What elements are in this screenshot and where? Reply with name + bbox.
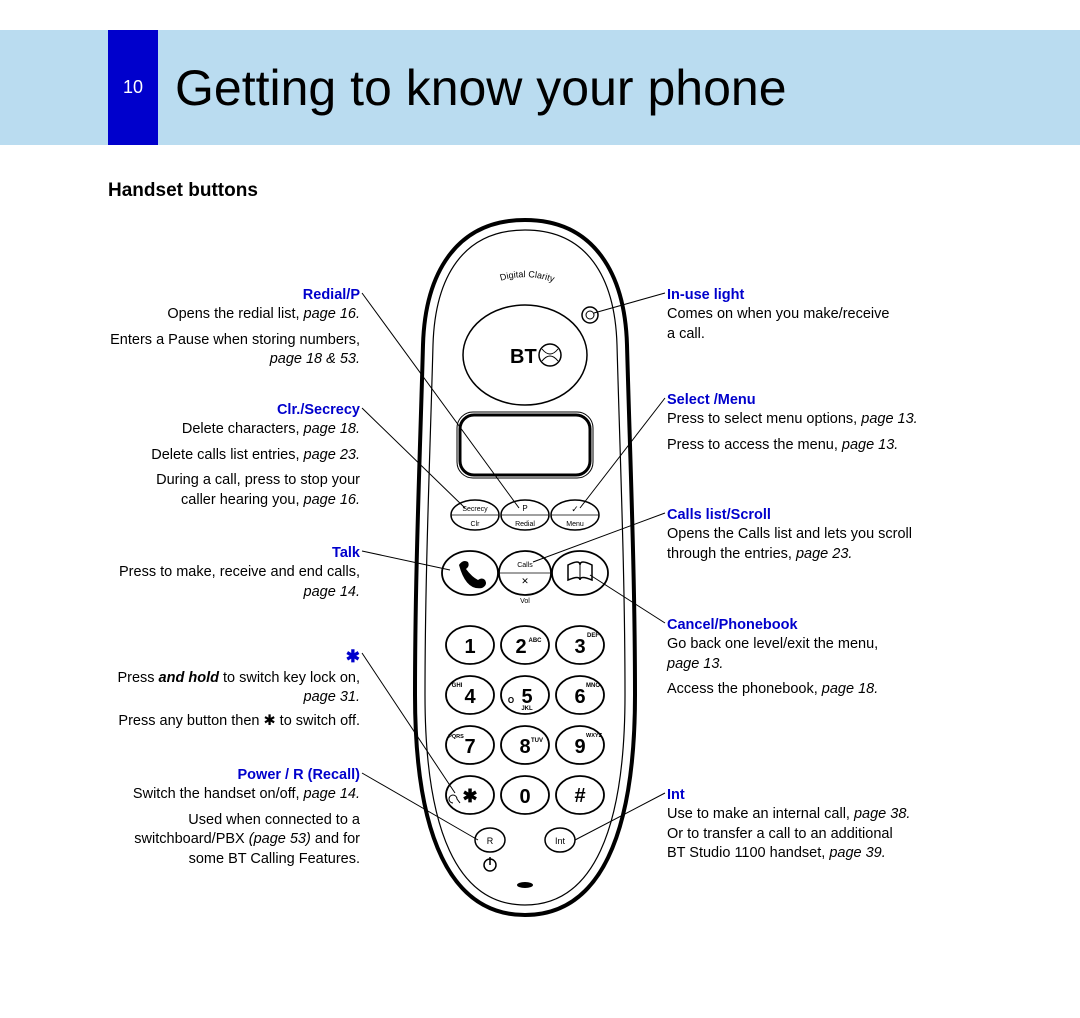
svg-text:7: 7 xyxy=(464,736,475,758)
svg-text:WXYZ: WXYZ xyxy=(586,733,603,739)
callout-title-star: ✱ xyxy=(100,645,360,669)
svg-text:4: 4 xyxy=(464,686,476,708)
svg-text:JKL: JKL xyxy=(521,706,533,712)
callout-text: Opens the redial list, page 16. xyxy=(100,305,360,325)
brand-label: BT xyxy=(510,346,537,368)
svg-text:O: O xyxy=(508,696,514,705)
svg-text:DEF: DEF xyxy=(587,633,599,639)
svg-text:5: 5 xyxy=(521,686,532,708)
callout-calls: Calls list/Scroll Opens the Calls list a… xyxy=(667,505,987,564)
callout-select: Select /Menu Press to select menu option… xyxy=(667,390,987,455)
phone-illustration: Digital Clarity BT Secrecy P xyxy=(395,215,655,915)
svg-text:Int: Int xyxy=(555,836,566,846)
callout-title-select: Select /Menu xyxy=(667,390,987,410)
svg-text:#: # xyxy=(574,785,585,807)
callout-inuse: In-use light Comes on when you make/rece… xyxy=(667,285,987,344)
svg-text:Redial: Redial xyxy=(515,521,535,528)
callout-title-power: Power / R (Recall) xyxy=(100,765,360,785)
svg-text:✱: ✱ xyxy=(462,786,477,806)
mic-icon xyxy=(517,882,533,888)
callout-title-talk: Talk xyxy=(100,543,360,563)
svg-text:ABC: ABC xyxy=(529,638,543,644)
svg-text:PQRS: PQRS xyxy=(448,734,464,740)
svg-text:Clr: Clr xyxy=(471,521,481,528)
svg-text:9: 9 xyxy=(574,736,585,758)
svg-text:MNO: MNO xyxy=(586,683,600,689)
diagram-area: Redial/P Opens the redial list, page 16.… xyxy=(100,215,990,965)
callout-star: ✱ Press and hold to switch key lock on, … xyxy=(100,645,360,731)
callout-title-cancel: Cancel/Phonebook xyxy=(667,615,987,635)
callout-redial: Redial/P Opens the redial list, page 16.… xyxy=(100,285,360,370)
page-number-block: 10 xyxy=(108,30,158,145)
svg-text:3: 3 xyxy=(574,636,585,658)
svg-text:R: R xyxy=(487,836,494,846)
svg-text:✓: ✓ xyxy=(571,504,579,514)
svg-text:0: 0 xyxy=(519,786,530,808)
svg-text:1: 1 xyxy=(464,636,475,658)
callout-cancel: Cancel/Phonebook Go back one level/exit … xyxy=(667,615,987,700)
callout-title-int: Int xyxy=(667,785,987,805)
callout-title-redial: Redial/P xyxy=(100,285,360,305)
callout-power: Power / R (Recall) Switch the handset on… xyxy=(100,765,360,870)
svg-text:Calls: Calls xyxy=(517,562,533,569)
callout-title-inuse: In-use light xyxy=(667,285,987,305)
svg-text:Secrecy: Secrecy xyxy=(462,506,488,513)
display-screen xyxy=(460,415,590,475)
svg-text:6: 6 xyxy=(574,686,585,708)
page-title: Getting to know your phone xyxy=(175,59,787,117)
callout-talk: Talk Press to make, receive and end call… xyxy=(100,543,360,602)
svg-text:8: 8 xyxy=(519,736,530,758)
svg-text:TUV: TUV xyxy=(531,738,543,744)
svg-text:Menu: Menu xyxy=(566,521,584,528)
callout-int: Int Use to make an internal call, page 3… xyxy=(667,785,987,864)
header-band: 10 Getting to know your phone xyxy=(0,30,1080,145)
callout-clr: Clr./Secrecy Delete characters, page 18.… xyxy=(100,400,360,511)
svg-text:GHI: GHI xyxy=(452,683,463,689)
callout-title-clr: Clr./Secrecy xyxy=(100,400,360,420)
control-row: Secrecy P ✓ Clr Redial Menu xyxy=(451,500,599,530)
svg-text:P: P xyxy=(522,504,527,513)
section-title: Handset buttons xyxy=(108,180,258,202)
callout-title-calls: Calls list/Scroll xyxy=(667,505,987,525)
svg-text:Vol: Vol xyxy=(520,598,530,605)
svg-text:✕: ✕ xyxy=(521,576,529,586)
page-number: 10 xyxy=(123,77,143,98)
svg-text:2: 2 xyxy=(515,636,526,658)
